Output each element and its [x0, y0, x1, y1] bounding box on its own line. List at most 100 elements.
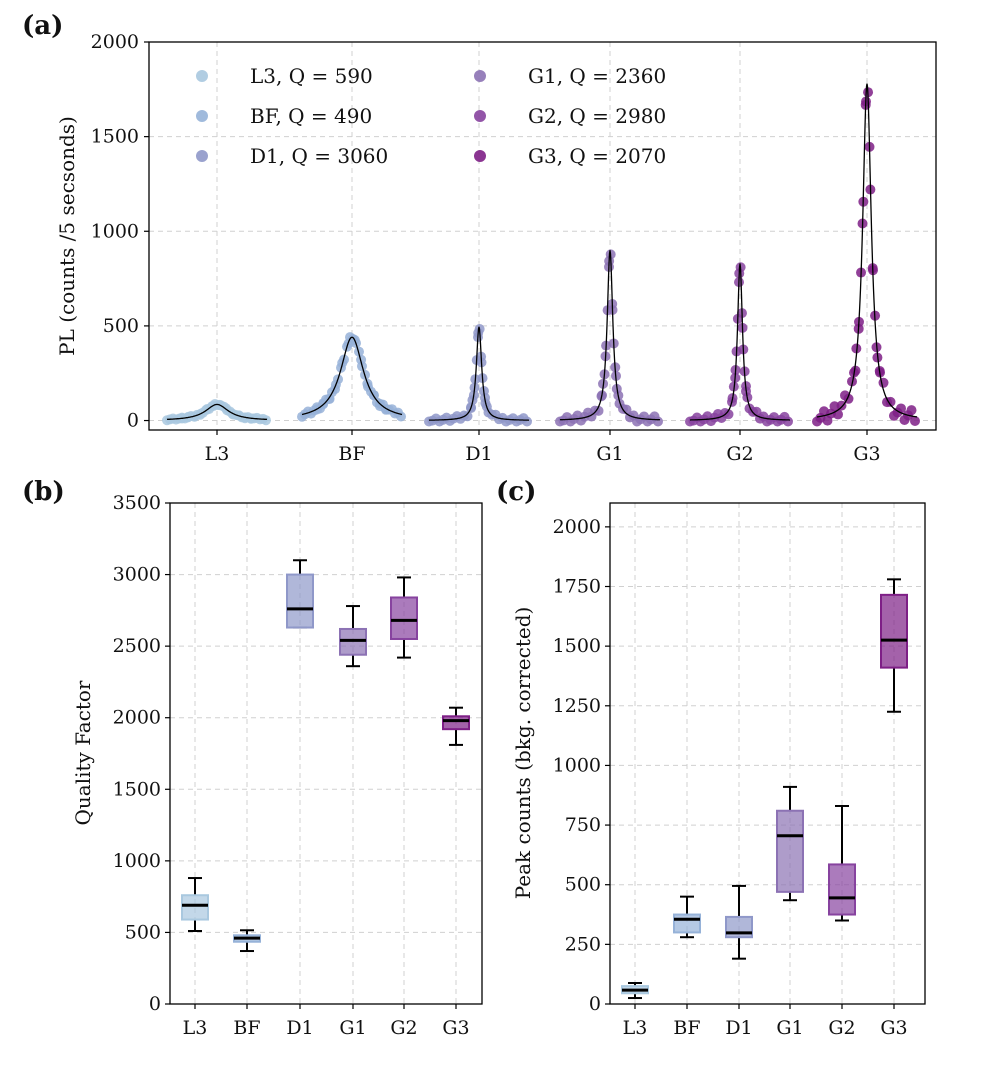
panel-label-c: (c) — [496, 477, 536, 507]
data-point-d1 — [522, 416, 532, 427]
panel-b-xtick-label: BF — [233, 1017, 260, 1039]
panel-c-ytick-label: 2000 — [553, 516, 601, 538]
panel-c-box-d1 — [725, 884, 753, 960]
panel-c-xtick-label: BF — [673, 1017, 700, 1039]
data-point-g3 — [833, 409, 843, 420]
panel-b-box-g1 — [339, 605, 367, 668]
legend-label-bf: BF, Q = 490 — [250, 104, 372, 128]
legend-marker-g3 — [474, 150, 486, 162]
panel-b-ylabel: Quality Factor — [71, 680, 95, 825]
panel-c-box-g1 — [776, 785, 804, 902]
panel-c-ytick-label: 1500 — [553, 635, 601, 657]
panel-c-box-g3 — [880, 578, 908, 713]
panel-c-box-g2 — [828, 804, 856, 922]
data-point-g1 — [653, 416, 663, 427]
iqr-box — [442, 715, 470, 731]
panel-b-box-bf — [233, 929, 261, 953]
legend-label-l3: L3, Q = 590 — [250, 64, 373, 88]
panel-b-box-d1 — [286, 559, 314, 629]
panel-b-quality-factor: 0 500 1000 1500 2000 2500 3000 3500 L3 BF D1 G1 G2 G3… — [71, 492, 483, 1039]
legend-marker-g2 — [474, 110, 486, 122]
iqr-box — [880, 593, 908, 669]
panel-b-frame — [169, 502, 483, 1005]
panel-b-ytick-label: 0 — [149, 993, 161, 1015]
panel-b-ytick-label: 500 — [125, 921, 161, 943]
panel-a-xtick-label: BF — [338, 443, 365, 465]
iqr-box — [776, 809, 804, 893]
panel-b-xtick-label: G1 — [339, 1017, 366, 1039]
iqr-box — [673, 913, 701, 934]
panel-a-xtick-label: G1 — [596, 443, 623, 465]
panel-c-ylabel: Peak counts (bkg. corrected) — [511, 607, 535, 900]
data-point-g3 — [910, 416, 920, 427]
iqr-box — [286, 573, 314, 629]
panel-c-ytick-label: 750 — [565, 814, 601, 836]
fit-line-l3 — [166, 403, 268, 421]
panel-label-a: (a) — [22, 11, 63, 41]
panel-c-xtick-label: D1 — [725, 1017, 752, 1039]
panel-c-xtick-label: G1 — [776, 1017, 803, 1039]
panel-a-spectra: 0 500 1000 1500 2000 L3 BF D1 G1 G2 G3 PL (counts … — [55, 31, 937, 465]
panel-a-xtick-label: D1 — [465, 443, 492, 465]
series-bf — [297, 332, 406, 422]
series-g1 — [555, 249, 663, 427]
panel-c-ytick-label: 0 — [589, 993, 601, 1015]
panel-c-ytick-label: 250 — [565, 933, 601, 955]
panel-b-ytick-label: 2000 — [113, 707, 161, 729]
panel-b-box-g3 — [442, 706, 470, 746]
panel-a-legend: L3, Q = 590 BF, Q = 490 D1, Q = 3060 G1, Q … — [196, 64, 666, 168]
panel-b-grid — [170, 502, 482, 1005]
panel-b-ytick-label: 2500 — [113, 635, 161, 657]
panel-a-ytick-label: 0 — [127, 410, 139, 432]
legend-label-g1: G1, Q = 2360 — [528, 64, 666, 88]
panel-b-xtick-label: D1 — [286, 1017, 313, 1039]
iqr-box — [390, 596, 418, 640]
legend-marker-bf — [196, 110, 208, 122]
panel-a-ytick-label: 500 — [103, 315, 139, 337]
fit-line-g1 — [559, 250, 661, 421]
series-g2 — [685, 262, 793, 427]
series-g3 — [812, 83, 920, 427]
panel-a-xtick-label: G3 — [853, 443, 880, 465]
iqr-box — [181, 894, 209, 921]
panel-b-box-l3 — [181, 877, 209, 932]
fit-line-bf — [301, 336, 403, 416]
panel-a-grid — [149, 41, 936, 430]
panel-c-xtick-label: G3 — [880, 1017, 907, 1039]
data-point-d1 — [462, 411, 473, 422]
panel-b-ytick-label: 1000 — [113, 850, 161, 872]
panel-c-ytick-label: 1750 — [553, 576, 601, 598]
panel-b-xtick-label: G2 — [390, 1017, 417, 1039]
legend-label-g2: G2, Q = 2980 — [528, 104, 666, 128]
fit-line-g3 — [817, 83, 917, 418]
panel-c-ytick-label: 500 — [565, 874, 601, 896]
panel-a-frame — [148, 41, 937, 431]
fit-line-d1 — [428, 326, 530, 421]
legend-marker-d1 — [196, 150, 208, 162]
series-l3 — [162, 399, 271, 426]
data-point-l3 — [261, 415, 271, 426]
panel-c-peak-counts: 0 250 500 750 1000 1250 1500 1750 2000 L3 BF D1 G1 G2… — [511, 502, 926, 1039]
panel-c-grid — [610, 503, 925, 1005]
panel-b-ytick-label: 1500 — [113, 778, 161, 800]
data-point-g2 — [783, 416, 793, 427]
panel-b-box-g2 — [390, 576, 418, 659]
series-d1 — [424, 323, 532, 427]
data-point-g3 — [878, 377, 889, 388]
panel-c-frame — [609, 502, 926, 1005]
panel-a-ytick-label: 1500 — [91, 126, 139, 148]
data-point-g1 — [593, 405, 604, 416]
data-point-g3 — [906, 405, 917, 416]
panel-c-ytick-label: 1000 — [553, 754, 601, 776]
panel-a-ylabel: PL (counts /5 secsonds) — [55, 116, 79, 356]
iqr-box — [828, 863, 856, 916]
panel-a-ticks: 0 500 1000 1500 2000 L3 BF D1 G1 G2 G3 — [91, 31, 881, 465]
panel-c-box-bf — [673, 895, 701, 939]
data-point-g3 — [851, 343, 862, 354]
panel-b-xtick-label: L3 — [183, 1017, 208, 1039]
legend-label-g3: G3, Q = 2070 — [528, 144, 666, 168]
fit-line-g2 — [690, 263, 790, 421]
panel-b-xtick-label: G3 — [442, 1017, 469, 1039]
panel-b-boxes — [181, 559, 470, 953]
